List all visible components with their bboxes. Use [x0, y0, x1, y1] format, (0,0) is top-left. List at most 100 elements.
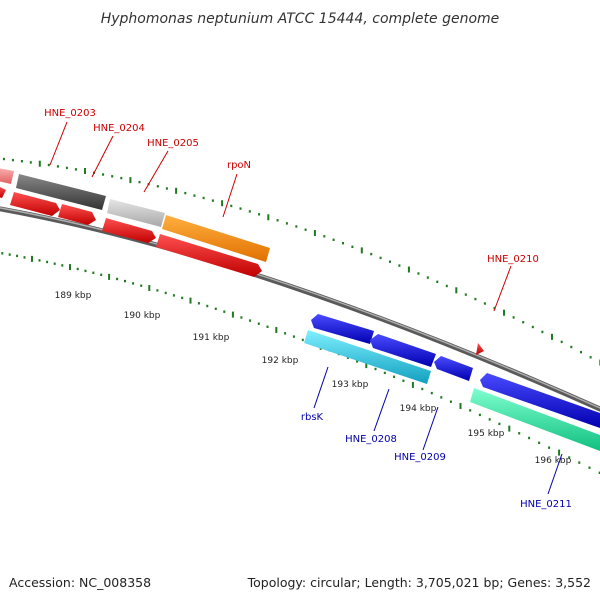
inner-tick — [53, 262, 56, 265]
inner-tick — [1, 252, 4, 255]
inner-tick — [508, 425, 511, 432]
scale-label-194: 194 kbp — [400, 404, 437, 414]
gene-label-hne-0204[interactable]: HNE_0204 — [93, 123, 145, 134]
gene-label-hne-0211[interactable]: HNE_0211 — [520, 499, 572, 510]
inner-tick — [16, 254, 19, 258]
gene-label-hne-0208[interactable]: HNE_0208 — [345, 434, 397, 445]
gene-label-hne-0210[interactable]: HNE_0210 — [487, 254, 539, 265]
cds-forward-arrow — [476, 343, 484, 355]
inner-tick — [518, 432, 521, 435]
scale-label-195: 195 kbp — [468, 429, 505, 439]
outer-tick — [580, 350, 582, 354]
gene-label-hne-0203[interactable]: HNE_0203 — [44, 108, 96, 119]
inner-tick — [140, 284, 143, 287]
outer-tick — [398, 264, 401, 267]
inner-tick — [488, 418, 491, 421]
outer-tick — [313, 230, 316, 236]
outer-tick — [211, 199, 214, 202]
inner-tick — [100, 273, 103, 276]
outer-tick — [503, 309, 505, 316]
outer-tick — [493, 306, 496, 310]
inner-tick — [31, 255, 33, 262]
scale-labels: 189 kbp 190 kbp 191 kbp 192 kbp 193 kbp … — [55, 291, 572, 466]
outer-tick — [258, 213, 261, 216]
map-title: Hyphomonas neptunium ATCC 15444, complet… — [101, 11, 500, 27]
outer-tick — [483, 302, 486, 305]
genome-backbone — [0, 206, 600, 412]
inner-tick — [231, 311, 234, 318]
outer-tick — [239, 207, 242, 210]
inner-tick — [548, 446, 551, 449]
inner-tick — [124, 279, 126, 283]
cds-forward-arrow — [102, 218, 156, 243]
outer-tick — [102, 173, 105, 176]
inner-tick — [148, 285, 151, 291]
outer-tick — [436, 280, 439, 283]
inner-tick — [223, 310, 226, 313]
outer-tick — [370, 252, 373, 256]
inner-tick — [365, 362, 368, 369]
inner-tick — [172, 294, 175, 297]
outer-tick — [184, 191, 187, 195]
outer-tick — [129, 177, 132, 184]
outer-tick — [379, 256, 382, 260]
inner-tick — [132, 282, 135, 285]
inner-tick — [164, 291, 167, 295]
outer-tick — [47, 163, 50, 167]
cds-reverse-arrow — [311, 314, 374, 344]
outer-tick — [417, 272, 420, 275]
outer-tick — [276, 219, 279, 222]
gene-block-rpon — [162, 215, 270, 262]
outer-tick — [589, 356, 592, 359]
inner-tick — [189, 297, 192, 304]
outer-tick — [175, 187, 178, 194]
inner-tick — [538, 441, 541, 444]
gene-label-hne-0205[interactable]: HNE_0205 — [147, 138, 199, 149]
gene-label-hne-0209[interactable]: HNE_0209 — [394, 452, 446, 463]
inner-tick — [23, 256, 26, 259]
inner-tick — [440, 396, 443, 399]
outer-tick — [351, 245, 354, 248]
cds-forward-arrow — [0, 187, 6, 198]
scale-label-192: 192 kbp — [262, 356, 299, 366]
inner-tick — [84, 269, 87, 273]
outer-tick — [74, 168, 77, 171]
outer-tick — [20, 160, 23, 163]
inner-tick — [449, 400, 452, 403]
outer-tick — [332, 238, 335, 241]
outer-tick — [551, 333, 553, 340]
gene-block-hne-0204 — [16, 174, 106, 210]
inner-tick — [498, 422, 501, 426]
outer-tick — [111, 175, 114, 178]
outer-tick — [202, 196, 205, 200]
scale-label-190: 190 kbp — [124, 311, 161, 321]
inner-tick — [292, 335, 295, 338]
inner-tick — [301, 338, 304, 342]
outer-tick — [120, 176, 123, 180]
genome-summary-text: Topology: circular; Length: 3,705,021 bp… — [247, 575, 591, 590]
inner-tick — [257, 322, 260, 325]
inner-tick — [459, 403, 462, 409]
inner-tick — [411, 381, 414, 388]
outer-tick — [156, 185, 159, 188]
inner-tick — [266, 325, 269, 328]
inner-tick — [598, 471, 600, 474]
inner-tick — [214, 307, 217, 310]
inner-tick — [46, 260, 49, 264]
outer-tick — [464, 293, 467, 296]
inner-tick — [356, 360, 359, 363]
outer-tick — [2, 157, 5, 161]
outer-tick — [267, 214, 270, 221]
cds-forward-arrow — [58, 204, 96, 225]
gene-label-rpon[interactable]: rpoN — [227, 160, 251, 171]
gene-label-rbsk[interactable]: rbsK — [301, 412, 324, 423]
outer-tick — [407, 266, 410, 273]
inner-tick — [568, 456, 571, 459]
scale-label-196: 196 kbp — [535, 456, 572, 466]
inner-tick — [240, 316, 243, 319]
outer-tick — [295, 225, 298, 228]
inner-tick — [156, 289, 159, 292]
inner-tick — [8, 253, 11, 256]
gene-block-rbsk — [304, 330, 431, 384]
